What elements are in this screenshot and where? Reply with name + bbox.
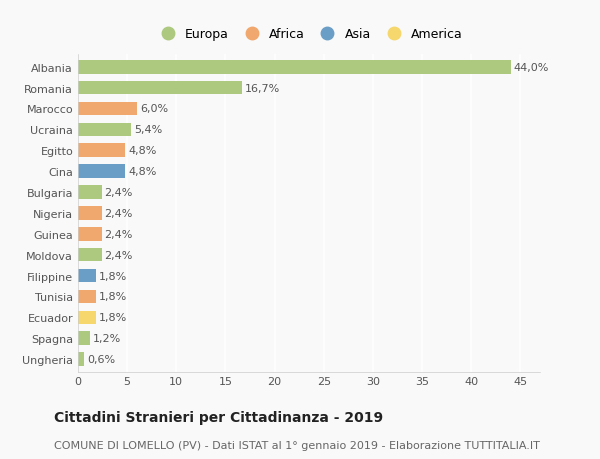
Text: 6,0%: 6,0% [140,104,168,114]
Legend: Europa, Africa, Asia, America: Europa, Africa, Asia, America [150,23,468,46]
Text: 5,4%: 5,4% [134,125,162,135]
Text: COMUNE DI LOMELLO (PV) - Dati ISTAT al 1° gennaio 2019 - Elaborazione TUTTITALIA: COMUNE DI LOMELLO (PV) - Dati ISTAT al 1… [54,440,540,450]
Bar [78,144,125,158]
Text: 2,4%: 2,4% [104,208,133,218]
Text: 2,4%: 2,4% [104,188,133,197]
Bar [78,186,101,199]
Text: 16,7%: 16,7% [245,84,280,94]
Bar [78,102,137,116]
Text: 4,8%: 4,8% [128,146,157,156]
Bar [78,82,242,95]
Bar [78,332,90,345]
Text: 1,8%: 1,8% [98,313,127,323]
Text: 44,0%: 44,0% [514,62,549,73]
Bar [78,61,511,74]
Bar [78,311,95,325]
Text: Cittadini Stranieri per Cittadinanza - 2019: Cittadini Stranieri per Cittadinanza - 2… [54,411,383,425]
Text: 4,8%: 4,8% [128,167,157,177]
Text: 1,8%: 1,8% [98,271,127,281]
Bar [78,290,95,303]
Bar [78,207,101,220]
Text: 0,6%: 0,6% [87,354,115,364]
Text: 2,4%: 2,4% [104,250,133,260]
Bar [78,165,125,179]
Bar [78,248,101,262]
Text: 1,8%: 1,8% [98,292,127,302]
Bar [78,123,131,137]
Bar [78,269,95,283]
Bar [78,228,101,241]
Bar [78,353,84,366]
Text: 2,4%: 2,4% [104,230,133,239]
Text: 1,2%: 1,2% [93,333,121,343]
